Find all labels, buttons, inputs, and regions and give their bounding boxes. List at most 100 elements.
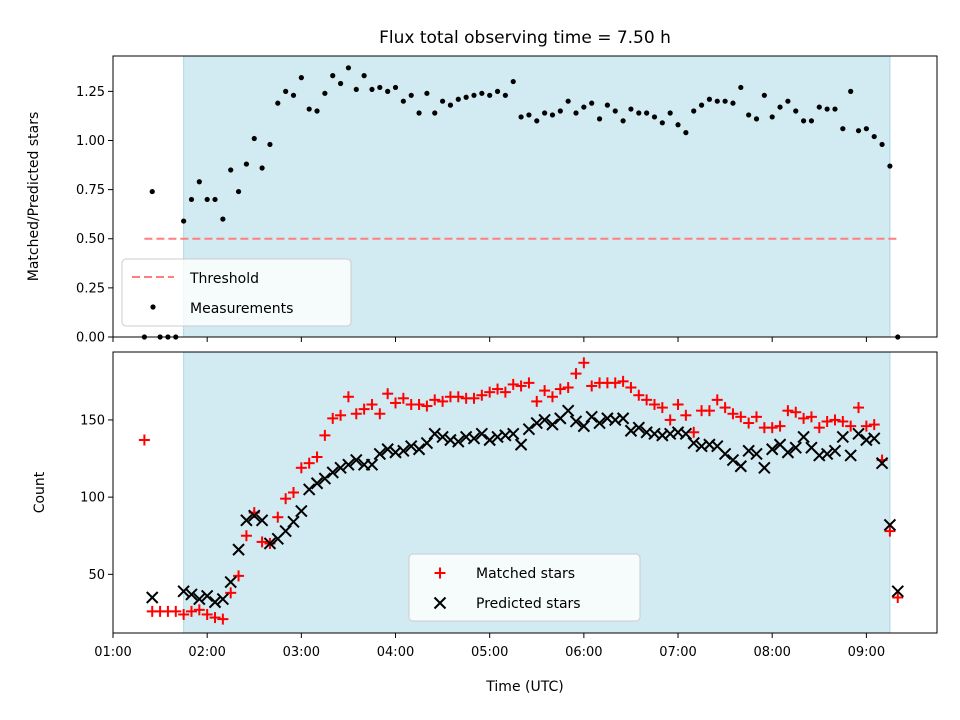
measurement-point (753, 116, 760, 122)
matched-star-point (256, 536, 268, 548)
measurement-point (769, 114, 775, 120)
x-b (240, 514, 253, 527)
measurement-point (494, 88, 501, 94)
count-plot-frame (112, 351, 938, 634)
ratio-legend: Threshold Measurements (121, 258, 352, 327)
predicted-star-point (279, 524, 292, 538)
measurement-point (887, 163, 893, 169)
measurement-point (298, 75, 304, 81)
predicted-star-point (381, 443, 394, 456)
matched-star-point (374, 408, 386, 420)
measurement-point (675, 122, 681, 128)
predicted-star-point (483, 433, 496, 447)
x-b (569, 415, 583, 428)
predicted-star-point (868, 432, 881, 445)
measurement-point (377, 84, 383, 91)
predicted-star-point (397, 444, 410, 458)
x-b (381, 443, 394, 456)
matched-star-point (327, 412, 339, 424)
matched-star-point (813, 422, 825, 434)
measurement-point (432, 110, 438, 116)
measurement-point (290, 92, 297, 98)
predicted-star-point (522, 422, 536, 436)
measurement-point (416, 110, 422, 116)
matched-star-point (311, 451, 323, 463)
measurement-point (204, 196, 210, 203)
time-x-label: Time (UTC) (485, 679, 563, 695)
legend-matched-label: Matched stars (476, 566, 575, 582)
measurement-point (526, 112, 532, 118)
x-b (765, 443, 779, 456)
measurement-point (761, 92, 767, 98)
measurement-point (840, 126, 846, 132)
x-b (452, 435, 465, 448)
ratio-y-label: Matched/Predicted stars (26, 112, 42, 282)
matched-star-point (421, 400, 433, 412)
measurement-point (235, 188, 242, 195)
x-b (789, 441, 802, 454)
x-b (177, 585, 190, 598)
predicted-star-point (679, 427, 693, 441)
x-b (146, 591, 159, 604)
measurement-point (714, 98, 720, 104)
x-tick-label: 08:00 (753, 645, 790, 660)
x-b (844, 449, 857, 462)
measurement-point (565, 98, 571, 104)
x-tick-label: 02:00 (188, 645, 225, 660)
measurement-point (722, 98, 728, 104)
matched-star-point (586, 380, 598, 392)
measurement-point (196, 179, 202, 185)
x-b (483, 433, 496, 447)
matched-star-point (625, 382, 637, 394)
x-b (711, 439, 724, 453)
matched-star-point (743, 417, 755, 429)
matched-star-point (240, 530, 252, 542)
predicted-star-point (216, 592, 230, 606)
matched-star-point (892, 591, 904, 603)
measurement-point (306, 106, 312, 112)
matched-star-point (719, 402, 731, 414)
measurement-point (879, 141, 885, 148)
legend-box (121, 258, 352, 327)
x-b (773, 438, 787, 451)
x-b (436, 430, 449, 444)
matched-star-point (711, 394, 723, 406)
x-b (248, 509, 261, 522)
matched-star-point (201, 608, 213, 620)
measurement-point (706, 96, 713, 102)
measurement-point (848, 88, 854, 94)
predicted-star-point (177, 585, 190, 598)
measurement-point (612, 108, 618, 114)
measurement-point (447, 102, 454, 108)
matched-star-point (798, 412, 810, 424)
matched-star-point (515, 380, 527, 392)
measurement-point (408, 92, 414, 98)
count-y-label: Count (32, 471, 48, 513)
measurement-point (228, 167, 234, 173)
matched-star-point (735, 411, 747, 423)
measurement-point (651, 114, 658, 120)
matched-star-point (570, 368, 582, 380)
matched-star-point (366, 398, 378, 410)
matched-star-point (358, 403, 370, 415)
x-b (350, 453, 363, 467)
matched-star-point (233, 570, 245, 582)
x-b (287, 515, 300, 529)
legend-predicted-label: Predicted stars (476, 596, 581, 612)
predicted-star-point (781, 446, 795, 459)
measurement-point (636, 110, 642, 116)
matched-star-point (656, 402, 668, 414)
measurement-point (620, 118, 626, 124)
x-b (805, 441, 818, 454)
measurement-point (259, 165, 265, 171)
x-b (813, 449, 826, 462)
y-tick-label: 1.00 (76, 134, 105, 149)
predicted-star-point (546, 418, 559, 431)
predicted-star-point (412, 443, 426, 456)
measurement-point (557, 108, 563, 114)
predicted-star-point (326, 466, 339, 479)
measurement-point (777, 104, 783, 110)
measurement-point (730, 100, 736, 106)
x-b (412, 443, 426, 456)
x-b (428, 427, 441, 441)
